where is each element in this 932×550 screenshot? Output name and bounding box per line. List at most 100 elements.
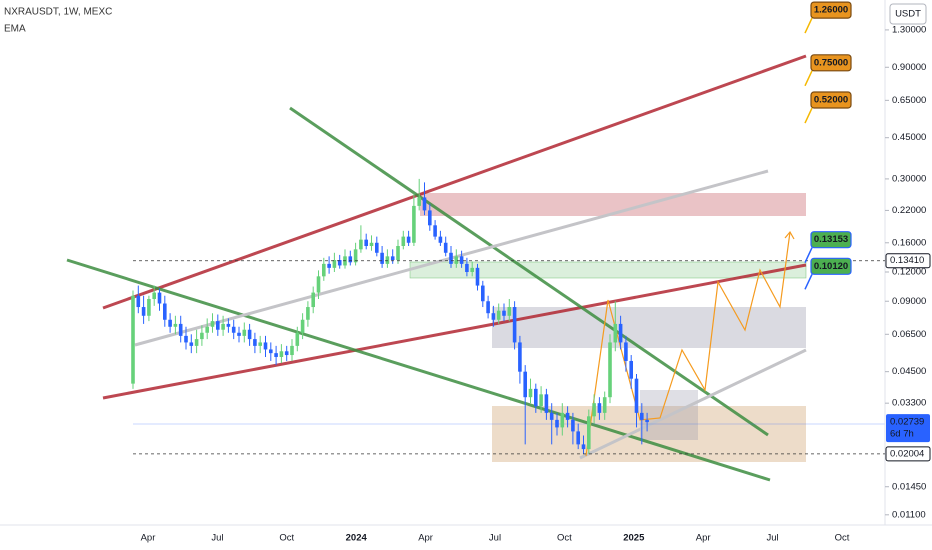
- y-tick-label: 0.45000: [892, 132, 926, 143]
- x-tick-label: Jul: [211, 533, 223, 544]
- target-box: [810, 1, 852, 19]
- price-tag-label: 0.02004: [890, 448, 924, 459]
- candle-body: [534, 388, 538, 407]
- target-box: [810, 91, 852, 109]
- indicator: EMA: [4, 24, 26, 35]
- candle-body: [629, 360, 633, 379]
- candle-body: [284, 351, 289, 356]
- trend-gray: [579, 348, 807, 460]
- x-tick-label: Jul: [767, 533, 779, 544]
- target-pointer: [804, 247, 813, 264]
- trend-green: [66, 258, 771, 482]
- y-tick-label: 1.30000: [892, 24, 926, 35]
- candle-body: [465, 263, 469, 273]
- x-tick-label: 2025: [623, 533, 645, 544]
- target-label: 1.26000: [814, 5, 848, 16]
- candle-body: [348, 256, 353, 263]
- candle-body: [221, 323, 225, 330]
- candle-body: [613, 323, 618, 343]
- y-tick-label: 0.06500: [892, 329, 926, 340]
- candle-body: [470, 267, 474, 273]
- price-tag: [885, 253, 931, 269]
- candle-body: [396, 246, 400, 261]
- candle-body: [507, 307, 512, 316]
- y-tick-label: 0.90000: [892, 62, 926, 73]
- candle-body: [131, 295, 135, 384]
- candle-body: [141, 307, 146, 316]
- y-tick-label: 0.03300: [892, 398, 926, 409]
- x-tick-label: Jul: [489, 533, 501, 544]
- candle-body: [412, 205, 416, 243]
- candle-body: [571, 419, 575, 432]
- candle-body: [290, 345, 294, 356]
- candle-body: [327, 263, 331, 268]
- candle-body: [306, 307, 310, 320]
- candle-body: [443, 242, 448, 253]
- zone-orange: [492, 406, 806, 462]
- candle-body: [332, 260, 337, 268]
- candle-body: [417, 197, 421, 206]
- candle-body: [390, 256, 395, 261]
- y-tick-label: 0.65000: [892, 95, 926, 106]
- candle-body: [523, 371, 527, 398]
- candle-body: [184, 335, 188, 343]
- symbol-title: NXRAUSDT, 1W, MEXC: [4, 7, 112, 18]
- target-label: 0.10120: [814, 261, 848, 272]
- candle-body: [194, 339, 199, 346]
- last-price-tag: [886, 414, 930, 443]
- candle-body: [322, 263, 326, 277]
- y-tick-label: 0.01100: [892, 509, 926, 520]
- countdown: 6d 7h: [890, 429, 914, 440]
- x-tick-label: Oct: [279, 533, 294, 544]
- candle-body: [157, 292, 162, 304]
- target-box: [810, 54, 852, 72]
- candle-body: [147, 299, 151, 316]
- y-tick-label: 0.01450: [892, 481, 926, 492]
- candle-body: [618, 323, 623, 343]
- x-tick-label: Apr: [696, 533, 711, 544]
- candle-body: [269, 349, 273, 354]
- candle-body: [263, 342, 268, 350]
- candle-body: [173, 323, 178, 327]
- candle-body: [634, 378, 639, 413]
- candle-body: [645, 419, 649, 423]
- candle-body: [555, 419, 559, 428]
- candle-body: [581, 444, 586, 450]
- zone-gray: [492, 307, 806, 348]
- currency-box[interactable]: [889, 3, 927, 25]
- candle-body: [449, 252, 453, 264]
- y-tick-label: 0.04500: [892, 366, 926, 377]
- trend-green: [289, 106, 769, 437]
- candle-body: [491, 313, 496, 320]
- drawings: [0, 0, 932, 526]
- x-tick-label: Oct: [557, 533, 572, 544]
- candle-body: [226, 323, 231, 327]
- x-tick-label: Apr: [418, 533, 433, 544]
- candle-body: [496, 310, 501, 320]
- candle-body: [512, 307, 517, 343]
- candle-body: [316, 276, 321, 293]
- channel-upper: [102, 54, 807, 310]
- candle-body: [375, 242, 379, 253]
- channel-lower: [102, 263, 807, 400]
- candle-body: [253, 339, 257, 346]
- candle-body: [406, 236, 411, 243]
- forecast-path: [585, 231, 791, 457]
- currency[interactable]: USDT: [895, 9, 921, 20]
- candle-body: [359, 239, 363, 250]
- candle-body: [364, 239, 368, 247]
- target-pointer: [804, 274, 813, 290]
- candle-body: [163, 303, 167, 320]
- candle-body: [216, 321, 220, 330]
- candle-body: [597, 403, 602, 413]
- zone-red: [420, 193, 806, 216]
- candle-body: [189, 342, 194, 346]
- target-pointer: [804, 17, 813, 34]
- x-tick-label: 2024: [346, 533, 368, 544]
- candle-body: [539, 394, 543, 407]
- target-box: [810, 231, 852, 249]
- candle-body: [136, 295, 141, 308]
- last-price-label: 0.02739: [890, 417, 924, 428]
- candle-body: [242, 329, 247, 336]
